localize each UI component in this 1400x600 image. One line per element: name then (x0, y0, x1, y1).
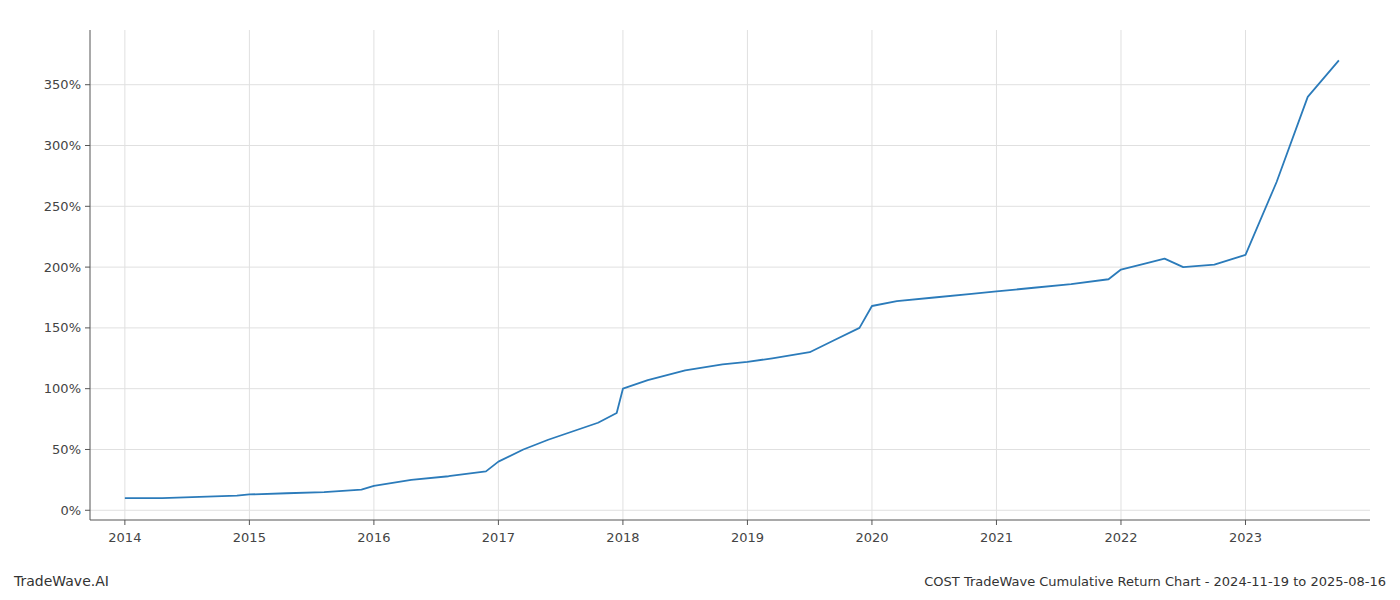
x-tick-label: 2016 (357, 530, 390, 545)
grid-line-x (373, 30, 374, 520)
x-tick-label: 2023 (1229, 530, 1262, 545)
y-tick-label: 300% (44, 138, 81, 153)
background (0, 0, 1400, 600)
x-tick (1120, 520, 1121, 525)
y-axis-line (90, 30, 91, 520)
x-tick (373, 520, 374, 525)
x-tick-label: 2018 (606, 530, 639, 545)
grid-line-x (1245, 30, 1246, 520)
grid-line-x (498, 30, 499, 520)
y-tick-label: 200% (44, 260, 81, 275)
y-tick-label: 100% (44, 381, 81, 396)
x-tick (747, 520, 748, 525)
y-tick (85, 267, 90, 268)
x-tick-label: 2022 (1104, 530, 1137, 545)
x-tick (124, 520, 125, 525)
chart: 2014 2015 2016 2017 2018 2019 2020 2021 2022 2023… (0, 0, 1400, 600)
y-tick (85, 388, 90, 389)
grid (90, 30, 1370, 520)
grid-line-y (90, 206, 1370, 207)
y-tick (85, 206, 90, 207)
x-tick (622, 520, 623, 525)
grid-line-x (249, 30, 250, 520)
y-tick (85, 145, 90, 146)
grid-line-x (871, 30, 872, 520)
x-tick (1245, 520, 1246, 525)
grid-line-y (90, 449, 1370, 450)
y-tick-label: 250% (44, 199, 81, 214)
x-tick-label: 2021 (980, 530, 1013, 545)
line (125, 60, 1339, 498)
watermark: TradeWave.AI (13, 573, 109, 589)
grid-line-y (90, 84, 1370, 85)
x-tick-label: 2017 (482, 530, 515, 545)
y-tick-label: 50% (52, 442, 81, 457)
grid-line-x (622, 30, 623, 520)
y-tick-label: 350% (44, 77, 81, 92)
x-tick-label: 2020 (855, 530, 888, 545)
grid-line-y (90, 510, 1370, 511)
y-tick (85, 84, 90, 85)
y-tick-label: 150% (44, 320, 81, 335)
grid-line-y (90, 327, 1370, 328)
x-tick-label: 2014 (108, 530, 141, 545)
grid-line-x (996, 30, 997, 520)
series (125, 60, 1339, 498)
title: COST TradeWave Cumulative Return Chart -… (924, 574, 1386, 589)
grid-line-y (90, 267, 1370, 268)
x-tick (498, 520, 499, 525)
x-tick (996, 520, 997, 525)
grid-line-x (747, 30, 748, 520)
x-axis-line (90, 520, 1370, 521)
grid-line-x (124, 30, 125, 520)
grid-line-y (90, 388, 1370, 389)
y-tick (85, 449, 90, 450)
x-tick-label: 2019 (731, 530, 764, 545)
x-tick (871, 520, 872, 525)
y-tick-label: 0% (60, 503, 81, 518)
grid-line-y (90, 145, 1370, 146)
texts: TradeWave.AI COST TradeWave Cumulative Re… (13, 573, 1386, 589)
y-tick (85, 510, 90, 511)
y-tick (85, 327, 90, 328)
axes: 2014 2015 2016 2017 2018 2019 2020 2021 2022 2023… (44, 30, 1370, 545)
x-tick-label: 2015 (233, 530, 266, 545)
grid-line-x (1120, 30, 1121, 520)
x-tick (249, 520, 250, 525)
